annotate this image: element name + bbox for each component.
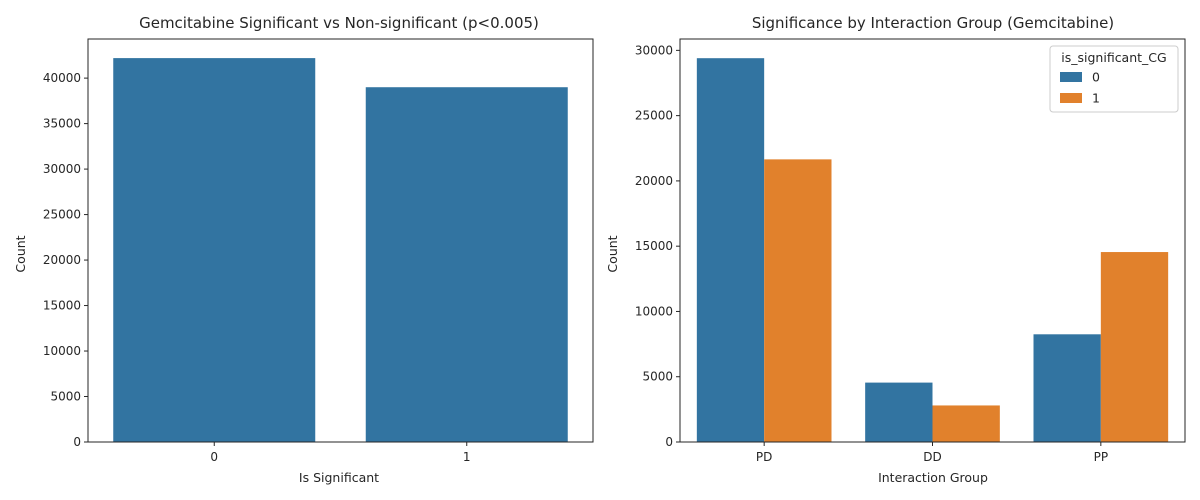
y-tick-label: 20000 (43, 253, 81, 267)
chart-right-legend: is_significant_CG 0 1 (1049, 45, 1179, 113)
y-tick-label: 0 (73, 435, 81, 449)
bar-DD-series-0 (865, 382, 933, 442)
y-tick-label: 5000 (642, 370, 673, 384)
x-tick-label: PD (756, 450, 772, 464)
x-tick-label: PP (1094, 450, 1108, 464)
chart-right-xlabel: Interaction Group (878, 470, 988, 485)
y-tick-label: 10000 (635, 304, 673, 318)
bar-PD-series-1 (764, 159, 832, 443)
chart-left-ylabel: Count (13, 235, 28, 272)
x-tick-label: 1 (463, 450, 471, 464)
bar-DD-series-1 (932, 405, 1000, 442)
legend-swatch-series-1 (1060, 93, 1082, 103)
y-tick-label: 15000 (43, 299, 81, 313)
y-tick-label: 0 (665, 435, 673, 449)
y-tick-label: 35000 (43, 117, 81, 131)
y-tick-label: 30000 (43, 162, 81, 176)
bar-0 (113, 58, 316, 443)
y-tick-label: 40000 (43, 71, 81, 85)
chart-right: Significance by Interaction Group (Gemci… (605, 14, 1186, 485)
y-tick-label: 15000 (635, 239, 673, 253)
chart-right-title: Significance by Interaction Group (Gemci… (752, 14, 1114, 32)
x-tick-label: 0 (210, 450, 218, 464)
chart-left-title: Gemcitabine Significant vs Non-significa… (139, 14, 539, 32)
legend-label-series-1: 1 (1092, 91, 1100, 106)
chart-left: Gemcitabine Significant vs Non-significa… (13, 14, 594, 485)
y-tick-label: 25000 (43, 208, 81, 222)
legend-label-series-0: 0 (1092, 70, 1100, 85)
bar-1 (365, 87, 568, 442)
chart-left-xlabel: Is Significant (299, 470, 379, 485)
y-tick-label: 25000 (635, 109, 673, 123)
legend-title: is_significant_CG (1061, 50, 1166, 65)
y-tick-label: 5000 (50, 390, 81, 404)
chart-right-ylabel: Count (605, 235, 620, 272)
y-tick-label: 30000 (635, 43, 673, 57)
legend-swatch-series-0 (1060, 72, 1082, 82)
bar-PD-series-0 (696, 58, 765, 442)
x-tick-label: DD (923, 450, 941, 464)
bar-PP-series-0 (1033, 334, 1101, 442)
y-tick-label: 20000 (635, 174, 673, 188)
bar-PP-series-1 (1100, 252, 1169, 442)
y-tick-label: 10000 (43, 344, 81, 358)
chart-right-frame (679, 38, 1186, 443)
chart-left-frame (87, 38, 594, 443)
